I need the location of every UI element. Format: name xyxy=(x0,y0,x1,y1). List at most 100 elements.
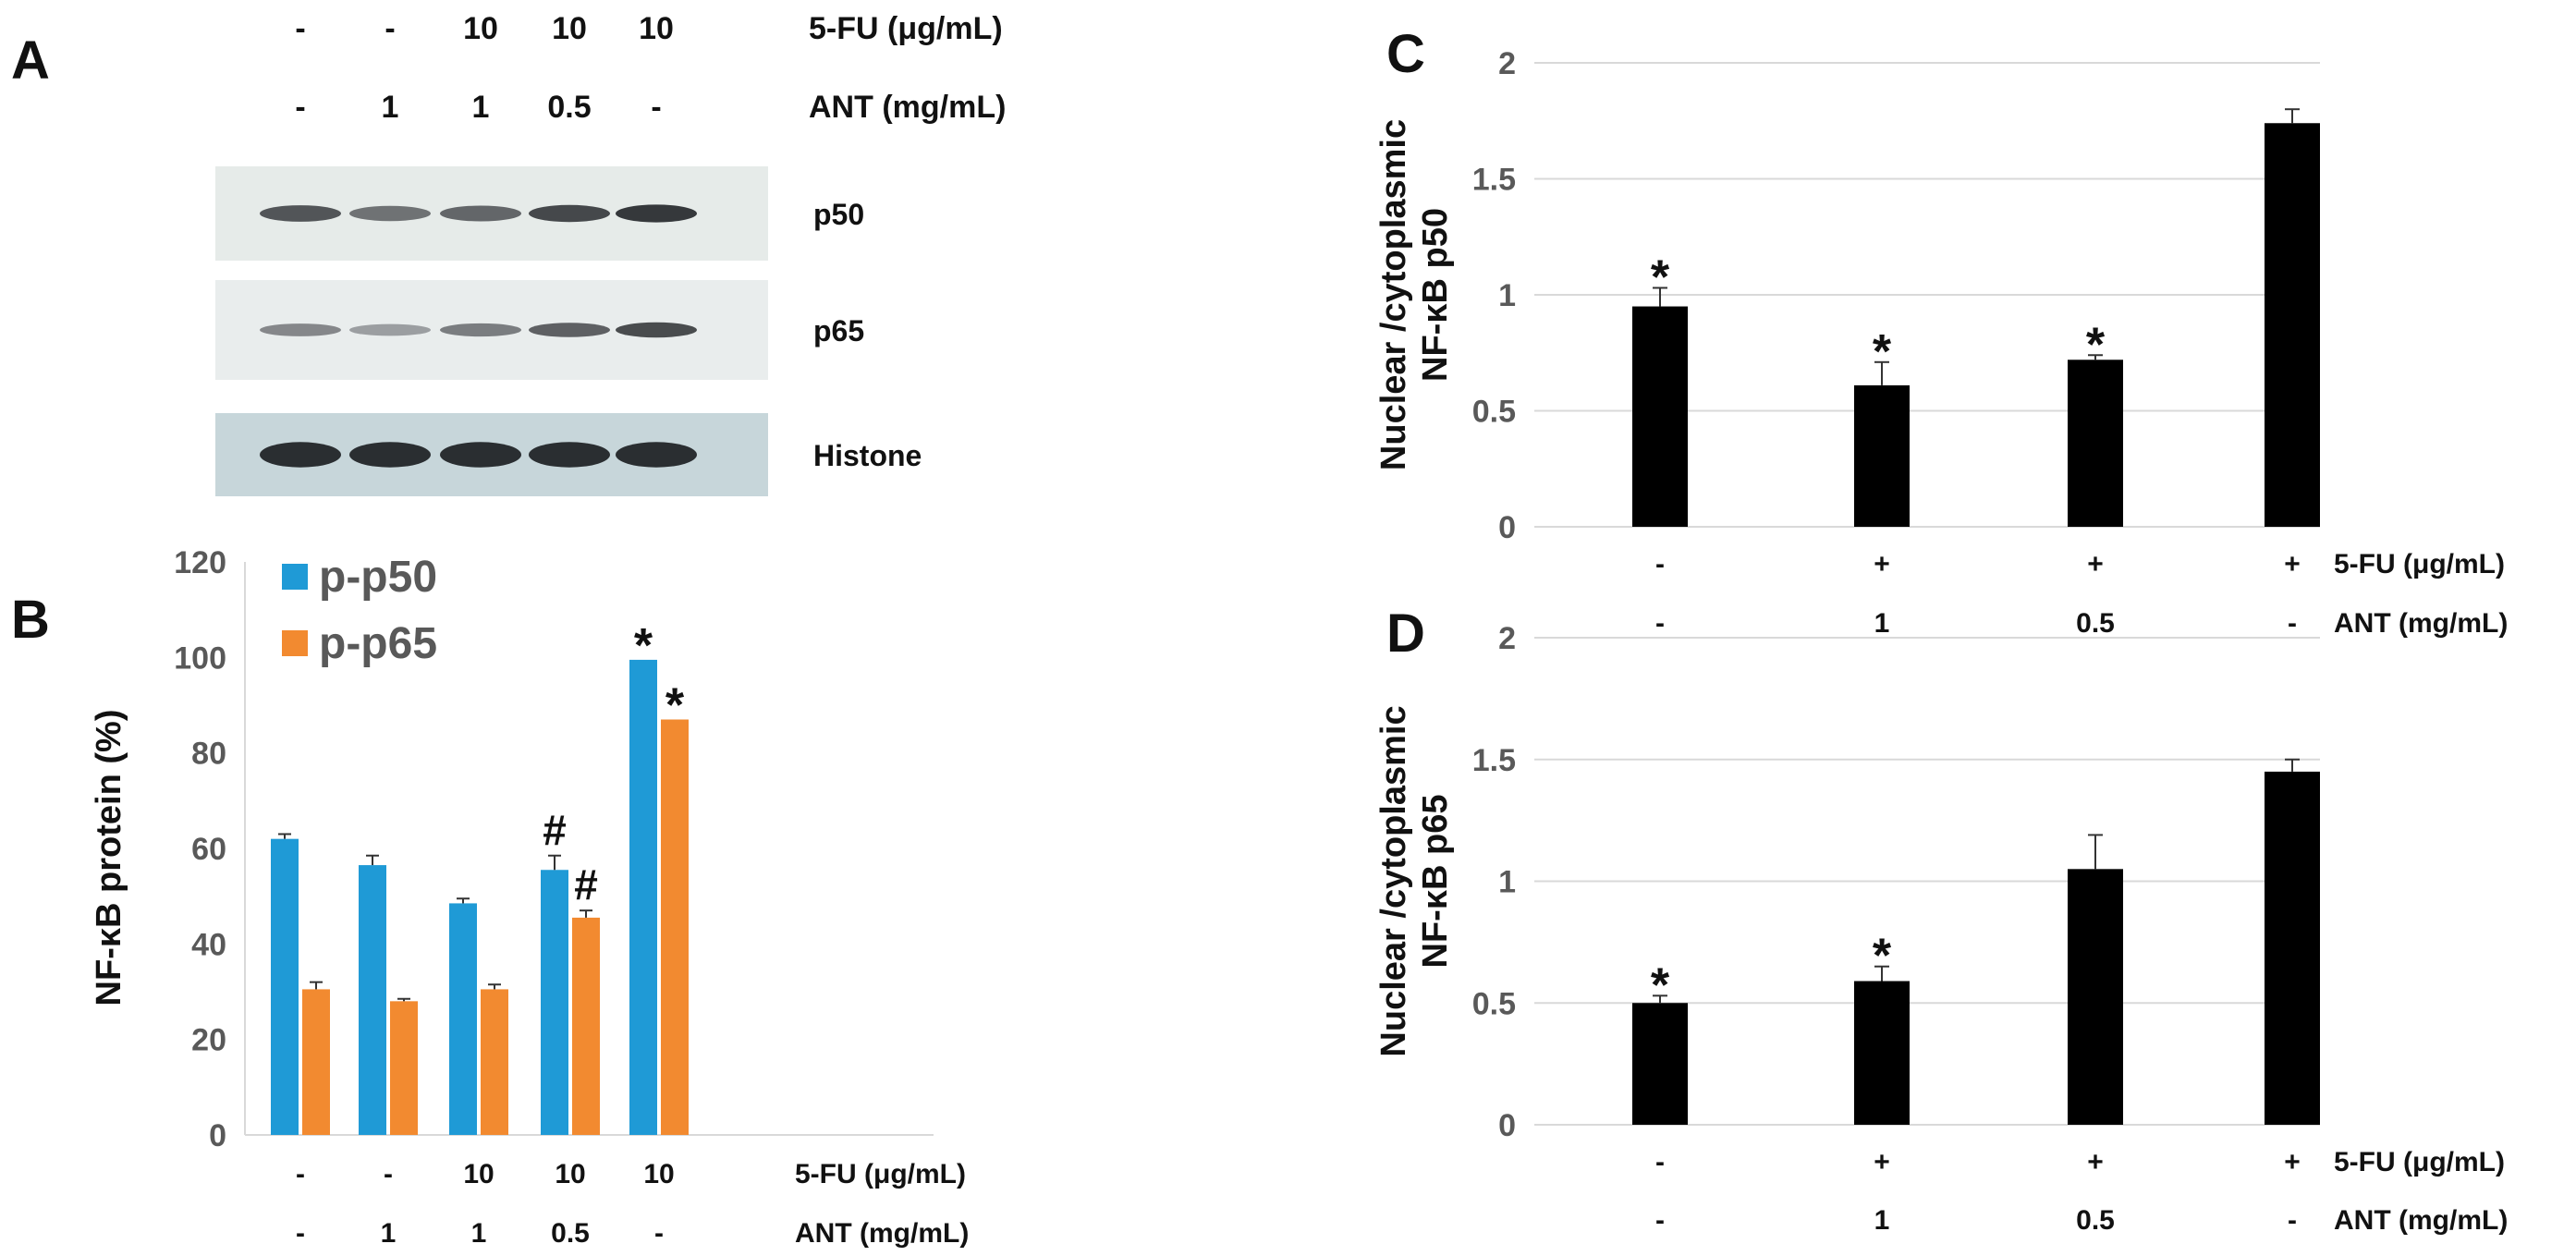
panel-a-ant-row: - 1 1 0.5 - xyxy=(295,90,661,125)
panel-a-fu-value: - xyxy=(295,11,305,46)
c-fu-value: + xyxy=(1874,549,1890,579)
blot-band xyxy=(440,323,521,337)
b-fu-value: 10 xyxy=(463,1159,494,1189)
blot-label-histone: Histone xyxy=(813,439,922,472)
b-y-tick: 60 xyxy=(191,832,226,867)
c-y-tick: 0 xyxy=(1498,510,1516,545)
d-bar xyxy=(1632,1003,1688,1125)
d-significance-mark: * xyxy=(1651,958,1670,1012)
b-ant-value: 1 xyxy=(471,1218,487,1249)
panel-d-chart: 0 0.5 1 1.5 2 * * Nuclear /cytoplasmic NF-κB p65… xyxy=(1374,621,2508,1236)
b-fu-value: 10 xyxy=(555,1159,585,1189)
d-y-tick: 0 xyxy=(1498,1108,1516,1143)
b-bar-p-p65 xyxy=(661,719,689,1135)
blot-band xyxy=(260,205,341,222)
blot-band xyxy=(616,322,697,338)
b-y-label: NF-κB protein (%) xyxy=(90,710,128,1006)
d-fu-value: + xyxy=(2087,1147,2104,1177)
c-ant-label: ANT (mg/mL) xyxy=(2334,608,2508,639)
c-ant-value: 1 xyxy=(1874,608,1890,639)
panel-a-fu-value: 10 xyxy=(639,11,674,46)
c-y-tick: 1.5 xyxy=(1472,163,1516,198)
c-bar xyxy=(1854,384,1910,527)
c-ant-value: 0.5 xyxy=(2076,608,2115,639)
d-bar xyxy=(2068,869,2123,1125)
c-fu-label: 5-FU (μg/mL) xyxy=(2334,549,2505,579)
b-significance-mark: # xyxy=(543,806,567,854)
b-y-tick: 40 xyxy=(191,927,226,962)
panel-a-ant-value: 0.5 xyxy=(547,90,591,125)
panel-a-fu-value: 10 xyxy=(463,11,498,46)
b-ant-label: ANT (mg/mL) xyxy=(795,1218,969,1249)
b-y-tick: 0 xyxy=(209,1118,226,1153)
panel-a-ant-value: - xyxy=(651,90,661,125)
d-fu-value: + xyxy=(1874,1147,1890,1177)
panel-a-ant-value: - xyxy=(295,90,305,125)
b-bar-p-p65 xyxy=(390,1001,418,1135)
c-bar xyxy=(2068,360,2123,527)
b-bar-p-p50 xyxy=(541,870,568,1135)
b-y-tick: 80 xyxy=(191,737,226,772)
panel-a-ant-value: 1 xyxy=(472,90,490,125)
d-fu-value: + xyxy=(2284,1147,2301,1177)
blot-band xyxy=(529,323,610,337)
c-significance-mark: * xyxy=(1873,325,1892,379)
panel-letter-c: C xyxy=(1386,24,1425,84)
d-ant-value: 1 xyxy=(1874,1205,1890,1236)
c-fu-value: - xyxy=(1655,549,1665,579)
b-legend-label: p-p65 xyxy=(319,619,437,668)
d-y-tick: 1.5 xyxy=(1472,743,1516,778)
b-significance-mark: * xyxy=(665,679,685,733)
blot-band xyxy=(616,442,697,468)
d-ant-label: ANT (mg/mL) xyxy=(2334,1205,2508,1236)
d-y-label-line1: Nuclear /cytoplasmic xyxy=(1374,705,1413,1056)
d-bar xyxy=(1854,981,1910,1125)
b-y-tick: 100 xyxy=(174,640,226,676)
d-y-tick: 2 xyxy=(1498,621,1516,656)
panel-letter-b: B xyxy=(11,590,50,650)
b-legend-swatch xyxy=(282,630,308,656)
c-bar xyxy=(1632,306,1688,527)
c-ant-value: - xyxy=(1655,608,1665,639)
d-y-tick: 0.5 xyxy=(1472,986,1516,1021)
b-bar-p-p50 xyxy=(629,659,657,1135)
blot-band xyxy=(260,323,341,336)
panel-a-fu-value: - xyxy=(385,11,395,46)
panel-a-western-blot: - - 10 10 10 - 1 1 0.5 - 5-FU (μg/mL) ANT (mg/mL… xyxy=(215,11,1006,496)
blot-band xyxy=(349,442,431,468)
panel-a-fu-value: 10 xyxy=(552,11,587,46)
blot-band xyxy=(440,205,521,222)
d-y-label-line2: NF-κB p65 xyxy=(1416,795,1455,969)
d-fu-label: 5-FU (μg/mL) xyxy=(2334,1147,2505,1177)
c-ant-value: - xyxy=(2288,608,2297,639)
b-fu-label: 5-FU (μg/mL) xyxy=(795,1159,966,1189)
d-ant-value: - xyxy=(2288,1205,2297,1236)
c-significance-mark: * xyxy=(1651,250,1670,304)
b-bar-p-p50 xyxy=(449,903,477,1135)
panel-letter-d: D xyxy=(1386,604,1425,664)
blot-band xyxy=(529,442,610,468)
c-y-label-line2: NF-κB p50 xyxy=(1416,208,1455,382)
b-bar-p-p50 xyxy=(271,838,299,1135)
b-ant-value: 1 xyxy=(381,1218,397,1249)
blot-band xyxy=(349,323,431,336)
panel-c-chart: 0 0.5 1 1.5 2 * * * Nuclear /cytoplasmic NF-κB p5… xyxy=(1374,46,2508,639)
blot-band xyxy=(349,205,431,222)
b-legend-swatch xyxy=(282,564,308,590)
b-significance-mark: * xyxy=(634,619,653,673)
b-ant-value: - xyxy=(296,1218,305,1249)
c-y-tick: 1 xyxy=(1498,278,1516,313)
b-y-tick: 120 xyxy=(174,545,226,580)
blot-band xyxy=(260,442,341,468)
blot-band xyxy=(616,204,697,223)
b-ant-value: - xyxy=(654,1218,664,1249)
blot-label-p65: p65 xyxy=(813,314,864,348)
c-significance-mark: * xyxy=(2086,318,2106,372)
panel-a-ant-label: ANT (mg/mL) xyxy=(809,90,1006,125)
c-fu-value: + xyxy=(2087,549,2104,579)
c-y-tick: 2 xyxy=(1498,46,1516,81)
panel-a-fu-row: - - 10 10 10 xyxy=(295,11,674,46)
b-legend-label: p-p50 xyxy=(319,553,437,602)
b-significance-mark: # xyxy=(574,860,598,908)
